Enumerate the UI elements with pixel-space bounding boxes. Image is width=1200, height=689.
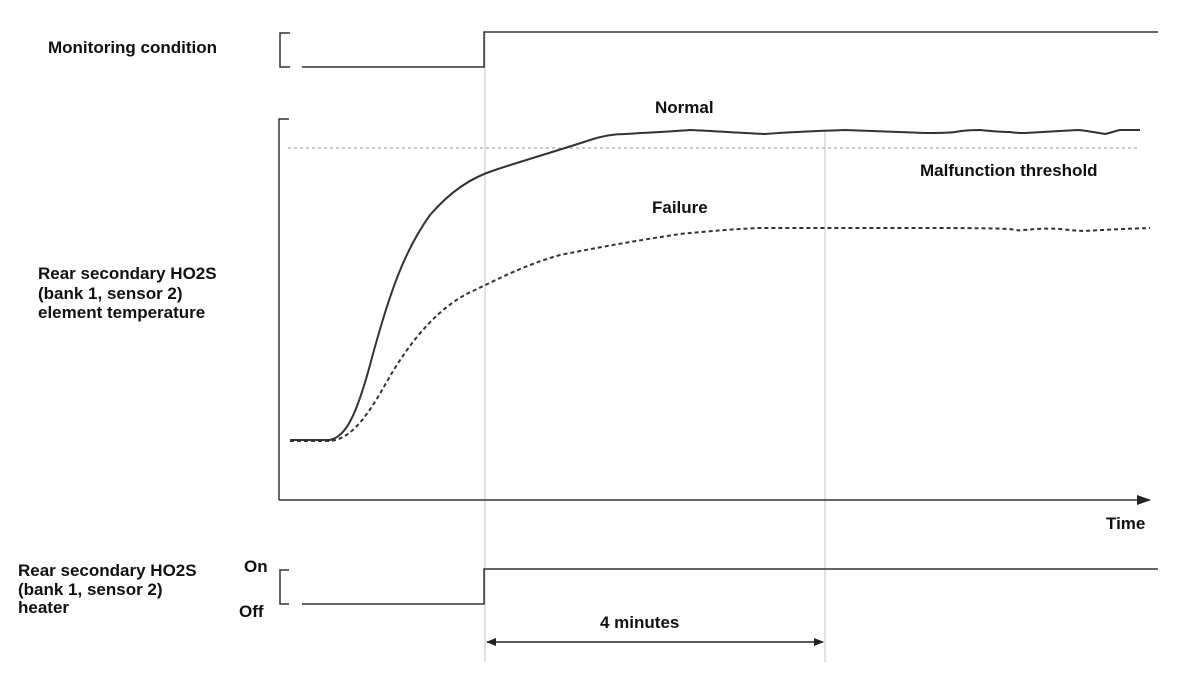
temperature-label-line-3: element temperature bbox=[38, 303, 205, 322]
temperature-label-line-1: Rear secondary HO2S bbox=[38, 264, 217, 283]
temperature-axis-label: Rear secondary HO2S (bank 1, sensor 2) e… bbox=[38, 264, 217, 322]
monitoring-condition-bracket bbox=[279, 32, 290, 68]
heater-label-line-1: Rear secondary HO2S bbox=[18, 561, 197, 580]
time-axis-label: Time bbox=[1106, 514, 1145, 533]
temperature-y-axis bbox=[278, 118, 289, 500]
heater-bracket bbox=[279, 569, 289, 605]
temperature-label-line-2: (bank 1, sensor 2) bbox=[38, 284, 183, 303]
malfunction-threshold-label: Malfunction threshold bbox=[920, 161, 1098, 180]
heater-signal bbox=[302, 568, 1158, 605]
heater-label: Rear secondary HO2S (bank 1, sensor 2) h… bbox=[18, 561, 197, 617]
normal-label: Normal bbox=[655, 98, 714, 117]
normal-curve bbox=[290, 128, 1140, 441]
duration-label: 4 minutes bbox=[600, 613, 679, 632]
heater-on-label: On bbox=[244, 557, 268, 576]
heater-label-line-3: heater bbox=[18, 598, 69, 617]
heater-label-line-2: (bank 1, sensor 2) bbox=[18, 580, 163, 599]
failure-label: Failure bbox=[652, 198, 708, 217]
heater-off-label: Off bbox=[239, 602, 264, 621]
monitoring-condition-label: Monitoring condition bbox=[48, 38, 217, 57]
failure-curve bbox=[290, 226, 1151, 442]
monitoring-condition-signal bbox=[302, 31, 1158, 68]
